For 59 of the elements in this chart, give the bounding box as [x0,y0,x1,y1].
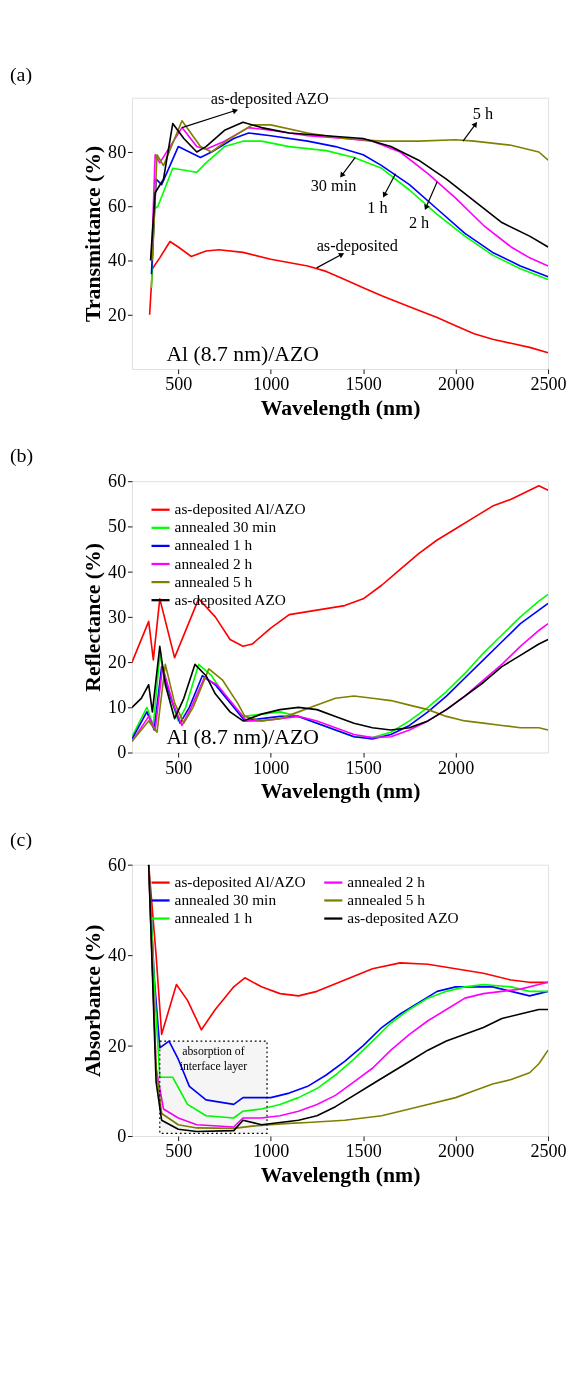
legend-label: annealed 5 h [347,890,426,908]
y-axis-title: Absorbance (%) [80,924,105,1078]
x-tick-label: 1000 [253,374,290,395]
x-tick-label: 1000 [253,757,290,778]
x-axis-title: Wavelength (nm) [260,1162,421,1187]
y-tick-label: 60 [108,471,127,492]
y-tick-label: 20 [108,652,127,673]
x-tick-label: 500 [165,1141,193,1162]
x-tick-label: 2000 [438,1141,475,1162]
x-tick-label: 500 [165,757,193,778]
x-tick-label: 500 [165,374,193,395]
y-tick-label: 0 [117,1125,127,1146]
legend-label: annealed 5 h [174,572,253,590]
y-tick-label: 0 [117,742,127,763]
y-axis-title: Transmittance (%) [80,145,105,322]
y-tick-label: 40 [108,945,127,966]
x-axis-title: Wavelength (nm) [260,395,421,420]
y-axis-title: Reflectance (%) [80,542,105,692]
legend-label: annealed 1 h [174,909,253,927]
chart-title: (b) [9,444,34,468]
legend-label: as-deposited AZO [347,909,459,927]
chart-title: (a) [9,63,33,87]
annotation: 1 h [367,197,388,217]
annotation: as-deposited [316,235,398,255]
x-tick-label: 2500 [530,1141,567,1162]
legend-label: as-deposited Al/AZO [174,873,306,891]
annotation: 30 min [310,175,357,195]
x-tick-label: 1000 [253,1141,290,1162]
y-tick-label: 20 [108,1035,127,1056]
legend-label: as-deposited AZO [174,590,286,608]
legend-label: annealed 1 h [174,536,253,554]
chart-title: (c) [9,827,33,851]
legend-label: as-deposited Al/AZO [174,500,306,518]
y-tick-label: 50 [108,516,127,537]
x-tick-label: 2000 [438,374,475,395]
y-tick-label: 10 [108,697,127,718]
x-tick-label: 1500 [345,757,382,778]
y-tick-label: 60 [108,196,127,217]
legend-label: annealed 30 min [174,518,277,536]
x-axis-title: Wavelength (nm) [260,779,421,804]
legend-label: annealed 2 h [174,554,253,572]
y-tick-label: 80 [108,141,127,162]
y-tick-label: 40 [108,250,127,271]
y-tick-label: 40 [108,561,127,582]
annotation: as-deposited AZO [210,89,329,109]
x-tick-label: 2000 [438,757,475,778]
x-tick-label: 2500 [530,374,567,395]
x-tick-label: 1500 [345,1141,382,1162]
x-tick-label: 1500 [345,374,382,395]
annotation: 5 h [472,103,494,123]
annotation: Al (8.7 nm)/AZO [166,341,319,366]
legend-label: annealed 30 min [174,890,277,908]
y-tick-label: 60 [108,854,127,875]
y-tick-label: 30 [108,606,127,627]
line-series [132,484,549,663]
annotation: 2 h [408,212,430,232]
y-tick-label: 20 [108,304,127,325]
legend-label: annealed 2 h [347,873,426,891]
annotation: Al (8.7 nm)/AZO [166,725,319,750]
